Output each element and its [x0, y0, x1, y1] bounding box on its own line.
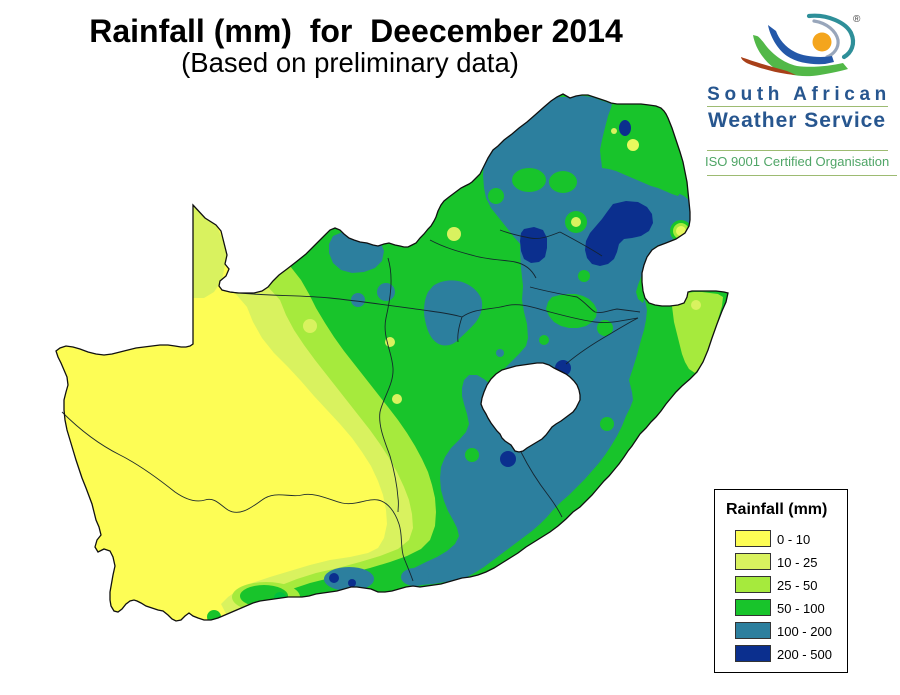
svg-text:®: ®: [853, 14, 861, 25]
